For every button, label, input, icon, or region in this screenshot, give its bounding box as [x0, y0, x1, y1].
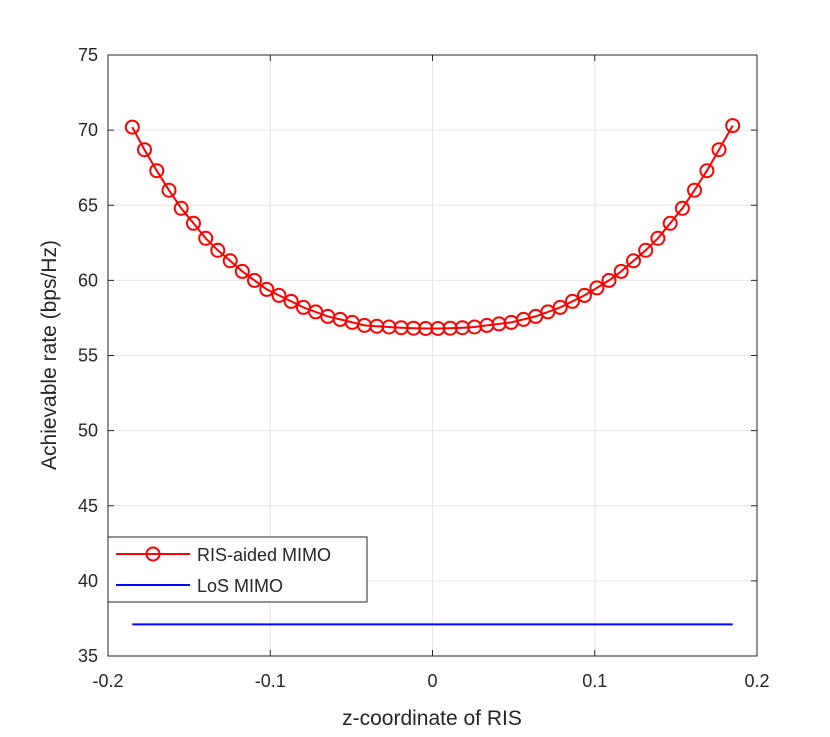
data-point-ris-aided-mimo: [271, 287, 287, 303]
data-point-ris-aided-mimo: [283, 293, 299, 309]
y-tick-label: 45: [78, 496, 98, 516]
data-point-ris-aided-mimo: [234, 263, 250, 279]
y-tick-label: 40: [78, 571, 98, 591]
x-tick-label: -0.2: [92, 671, 123, 691]
data-point-ris-aided-mimo: [564, 293, 580, 309]
data-point-ris-aided-mimo: [259, 281, 275, 297]
data-point-ris-aided-mimo: [589, 280, 605, 296]
data-point-ris-aided-mimo: [198, 230, 214, 246]
data-point-ris-aided-mimo: [552, 299, 568, 315]
y-tick-label: 70: [78, 120, 98, 140]
x-tick-label: -0.1: [255, 671, 286, 691]
series-layer: [124, 118, 741, 626]
ticks: -0.2 -0.1 0 0.1 0.2 35 40 45 50 55 60 65 70 75: [78, 45, 770, 691]
data-point-ris-aided-mimo: [161, 182, 177, 198]
data-point-ris-aided-mimo: [674, 200, 690, 216]
data-point-ris-aided-mimo: [638, 242, 654, 258]
data-point-ris-aided-mimo: [247, 272, 262, 288]
data-point-ris-aided-mimo: [662, 215, 678, 231]
data-point-ris-aided-mimo: [613, 263, 629, 279]
data-point-ris-aided-mimo: [626, 253, 641, 269]
x-tick-label: 0.1: [582, 671, 607, 691]
data-point-ris-aided-mimo: [711, 142, 727, 158]
y-tick-label: 50: [78, 421, 98, 441]
data-point-ris-aided-mimo: [725, 118, 741, 134]
legend-marker-ris: [145, 546, 161, 562]
data-point-ris-aided-mimo: [222, 253, 238, 269]
legend: RIS-aided MIMO LoS MIMO: [107, 536, 368, 603]
y-tick-label: 65: [78, 195, 98, 215]
data-point-ris-aided-mimo: [687, 182, 702, 198]
y-tick-label: 60: [78, 270, 98, 290]
y-tick-label: 55: [78, 346, 98, 366]
data-point-ris-aided-mimo: [601, 272, 617, 288]
legend-label-los: LoS MIMO: [197, 576, 283, 596]
data-point-ris-aided-mimo: [149, 163, 165, 179]
x-tick-label: 0.2: [744, 671, 769, 691]
data-point-ris-aided-mimo: [650, 230, 666, 246]
data-point-ris-aided-mimo: [124, 119, 140, 135]
x-tick-label: 0: [427, 671, 437, 691]
data-point-ris-aided-mimo: [173, 200, 189, 216]
data-point-ris-aided-mimo: [577, 287, 592, 303]
legend-label-ris: RIS-aided MIMO: [197, 545, 331, 565]
data-point-ris-aided-mimo: [210, 242, 226, 258]
data-point-ris-aided-mimo: [186, 215, 201, 231]
data-point-ris-aided-mimo: [137, 142, 152, 158]
x-axis-label: z-coordinate of RIS: [342, 707, 522, 730]
y-tick-label: 75: [78, 45, 98, 65]
grid: [108, 55, 757, 656]
y-tick-label: 35: [78, 646, 98, 666]
y-axis-label: Achievable rate (bps/Hz): [38, 240, 61, 470]
data-point-ris-aided-mimo: [699, 163, 715, 179]
